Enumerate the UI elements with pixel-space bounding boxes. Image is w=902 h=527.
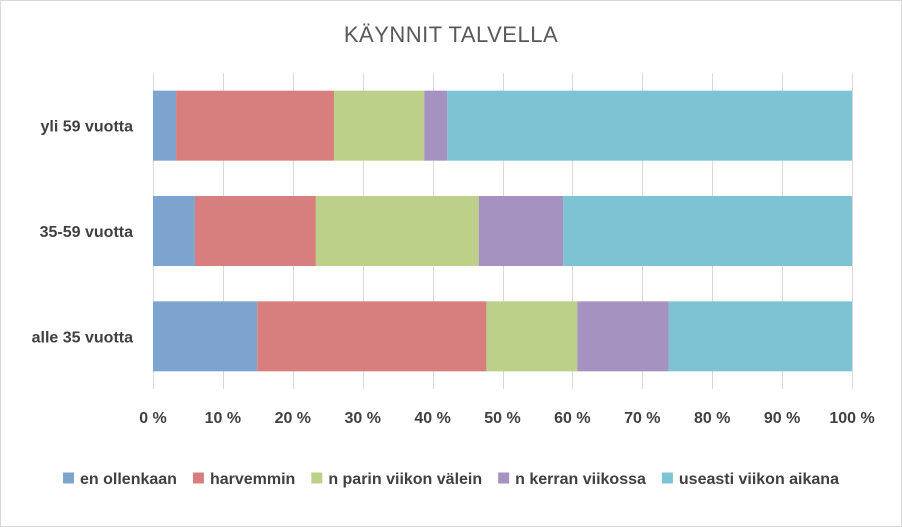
x-tick-label: 50 % — [484, 410, 520, 427]
legend-label: useasti viikon aikana — [679, 471, 839, 488]
category-labels: yli 59 vuotta 35-59 vuotta alle 35 vuotta — [32, 119, 133, 347]
legend-item: en ollenkaan — [63, 471, 177, 488]
bar-segment — [486, 301, 578, 372]
x-tick-label: 0 % — [139, 410, 167, 427]
chart-title: KÄYNNIT TALVELLA — [344, 22, 558, 47]
x-tick-label: 30 % — [344, 410, 380, 427]
legend-label: harvemmin — [210, 471, 295, 488]
x-tick-label: 40 % — [414, 410, 450, 427]
bar-segment — [257, 301, 487, 372]
bar-segment — [668, 301, 852, 372]
x-tick-label: 70 % — [624, 410, 660, 427]
legend-item: harvemmin — [192, 471, 295, 488]
category-label: 35-59 vuotta — [40, 224, 133, 241]
bars — [153, 90, 852, 372]
bar-segment — [447, 90, 852, 161]
legend-swatch — [661, 472, 673, 484]
bar-segment — [153, 90, 177, 161]
legend: en ollenkaan harvemmin n parin viikon väle… — [63, 471, 839, 488]
bar-segment — [563, 196, 852, 266]
legend-label: en ollenkaan — [80, 471, 177, 488]
x-tick-label: 60 % — [554, 410, 590, 427]
legend-label: n parin viikon välein — [328, 471, 482, 488]
legend-item: useasti viikon aikana — [661, 471, 839, 488]
x-tick-label: 20 % — [275, 410, 311, 427]
category-label: alle 35 vuotta — [32, 329, 133, 346]
legend-item: n parin viikon välein — [311, 471, 482, 488]
bar-segment — [315, 196, 479, 266]
x-tick-label: 90 % — [764, 410, 800, 427]
category-label: yli 59 vuotta — [41, 119, 134, 136]
bar-segment — [424, 90, 448, 161]
legend-swatch — [63, 472, 75, 484]
bar-segment — [478, 196, 564, 266]
legend-label: n kerran viikossa — [515, 471, 646, 488]
legend-swatch — [192, 472, 204, 484]
bar-segment — [194, 196, 316, 266]
bar-segment — [334, 90, 425, 161]
x-tick-label: 100 % — [829, 410, 874, 427]
x-axis-ticks: 0 % 10 % 20 % 30 % 40 % 50 % 60 % 70 % 80 % 90 % 1… — [139, 410, 874, 427]
legend-item: n kerran viikossa — [498, 471, 646, 488]
bar-segment — [176, 90, 335, 161]
bar-segment — [153, 196, 195, 266]
legend-swatch — [311, 472, 323, 484]
legend-swatch — [498, 472, 510, 484]
bar-segment — [153, 301, 258, 372]
x-tick-label: 80 % — [694, 410, 730, 427]
x-tick-label: 10 % — [205, 410, 241, 427]
bar-segment — [577, 301, 669, 372]
